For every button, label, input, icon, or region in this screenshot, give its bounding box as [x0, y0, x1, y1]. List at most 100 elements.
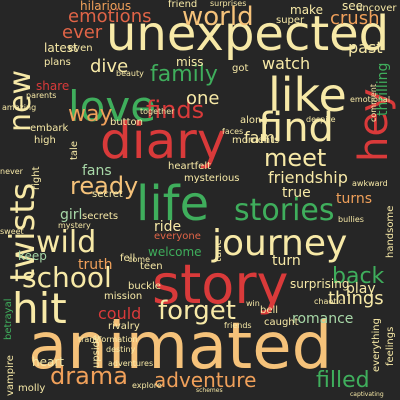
- word-surprising: surprising: [290, 277, 350, 291]
- word-teen: teen: [140, 261, 163, 272]
- word-romance: romance: [292, 311, 354, 327]
- word-dive: dive: [90, 56, 129, 77]
- word-turns: turns: [336, 191, 373, 207]
- word-emotions: emotions: [68, 6, 152, 27]
- word-meet: meet: [264, 144, 327, 172]
- word-moments: moments: [232, 135, 280, 146]
- word-explore: explore: [132, 381, 162, 390]
- word-handsome: handsome: [385, 205, 396, 258]
- word-share: share: [36, 79, 70, 93]
- word-mission: mission: [104, 291, 143, 302]
- word-past: past: [348, 38, 383, 57]
- word-hit: hit: [12, 284, 67, 333]
- word-beauty: beauty: [116, 69, 144, 78]
- word-could: could: [98, 304, 142, 323]
- word-love: love: [68, 82, 157, 131]
- word-one: one: [186, 88, 220, 109]
- word-vampire: vampire: [5, 355, 16, 396]
- word-ever: ever: [62, 22, 103, 43]
- word-embark: embark: [30, 123, 69, 134]
- word-thrilling: thrilling: [375, 62, 391, 116]
- word-everything: everything: [371, 318, 382, 372]
- word-school: school: [22, 261, 112, 294]
- word-faces: faces: [222, 127, 244, 136]
- word-tune: tune: [213, 239, 224, 262]
- word-surprises: surprises: [210, 0, 247, 8]
- word-story: story: [152, 253, 289, 316]
- word-win: win: [246, 299, 260, 308]
- word-life: life: [136, 176, 210, 232]
- word-buckle: buckle: [128, 281, 161, 292]
- word-things: things: [328, 288, 384, 309]
- word-keep: keep: [18, 249, 47, 263]
- word-fam: fam: [244, 128, 276, 147]
- word-watch: watch: [262, 54, 311, 73]
- word-chaotic: chaotic: [314, 297, 344, 306]
- word-mystery: mystery: [58, 221, 91, 230]
- word-parents: parents: [26, 91, 57, 100]
- word-finds: finds: [146, 96, 205, 124]
- word-see: see: [342, 0, 364, 13]
- word-upside: upside: [91, 334, 102, 368]
- word-animated: animated: [28, 310, 333, 384]
- word-plans: plans: [44, 57, 71, 68]
- word-rivalry: rivalry: [108, 321, 140, 332]
- word-make: make: [290, 3, 323, 17]
- word-stories: stories: [234, 193, 335, 228]
- word-right: right: [31, 166, 42, 191]
- word-family: family: [150, 62, 218, 87]
- word-destiny: destiny: [106, 345, 136, 354]
- word-never: never: [0, 167, 23, 176]
- word-turn: turn: [272, 253, 301, 269]
- word-journey: journey: [212, 223, 348, 264]
- word-back: back: [332, 264, 385, 289]
- word-forget: forget: [158, 296, 236, 326]
- word-girl: girl: [60, 207, 83, 223]
- word-miss: miss: [176, 55, 204, 69]
- word-welcome: welcome: [148, 245, 202, 259]
- word-emotional: emotional: [350, 95, 391, 104]
- word-captivating: captivating: [350, 391, 384, 398]
- word-high: high: [34, 135, 56, 146]
- word-mysterious: mysterious: [184, 173, 240, 184]
- word-true: true: [282, 185, 311, 201]
- word-adventure: adventure: [154, 368, 257, 392]
- word-diary: diary: [100, 112, 227, 170]
- word-bullies: bullies: [338, 215, 364, 224]
- word-button: button: [110, 117, 143, 128]
- word-tale: tale: [69, 141, 80, 160]
- word-everyone: everyone: [154, 231, 201, 242]
- word-got: got: [232, 63, 249, 74]
- word-fans: fans: [82, 163, 112, 179]
- word-secrets: secrets: [82, 211, 119, 222]
- word-even: even: [68, 43, 93, 54]
- word-transformation: transformation: [78, 335, 138, 344]
- word-latest: latest: [44, 41, 78, 55]
- word-uncover: uncover: [356, 3, 397, 14]
- word-awkward: awkward: [352, 179, 388, 188]
- word-caught: caught: [264, 317, 299, 328]
- word-crush: crush: [330, 8, 380, 29]
- word-bell: bell: [260, 305, 279, 316]
- word-fell: fell: [120, 253, 136, 264]
- word-schemes: schemes: [196, 387, 223, 394]
- word-along: along: [240, 115, 268, 126]
- word-world: world: [182, 2, 254, 32]
- word-heart: heart: [32, 355, 64, 369]
- word-find: find: [258, 105, 334, 151]
- word-super: super: [276, 15, 305, 26]
- word-secret: secret: [92, 189, 123, 200]
- word-friends: friends: [224, 321, 252, 330]
- word-heartfelt: heartfelt: [168, 161, 212, 172]
- word-ride: ride: [154, 219, 182, 235]
- word-hilarious: hilarious: [80, 0, 132, 13]
- word-amazing: amazing: [2, 103, 37, 112]
- word-molly: molly: [18, 383, 46, 394]
- word-despite: despite: [306, 115, 336, 124]
- word-together: together: [140, 107, 175, 116]
- word-filled: filled: [316, 368, 370, 393]
- word-feelings: feelings: [385, 326, 396, 366]
- word-play: play: [346, 281, 376, 297]
- word-betrayal: betrayal: [3, 298, 14, 340]
